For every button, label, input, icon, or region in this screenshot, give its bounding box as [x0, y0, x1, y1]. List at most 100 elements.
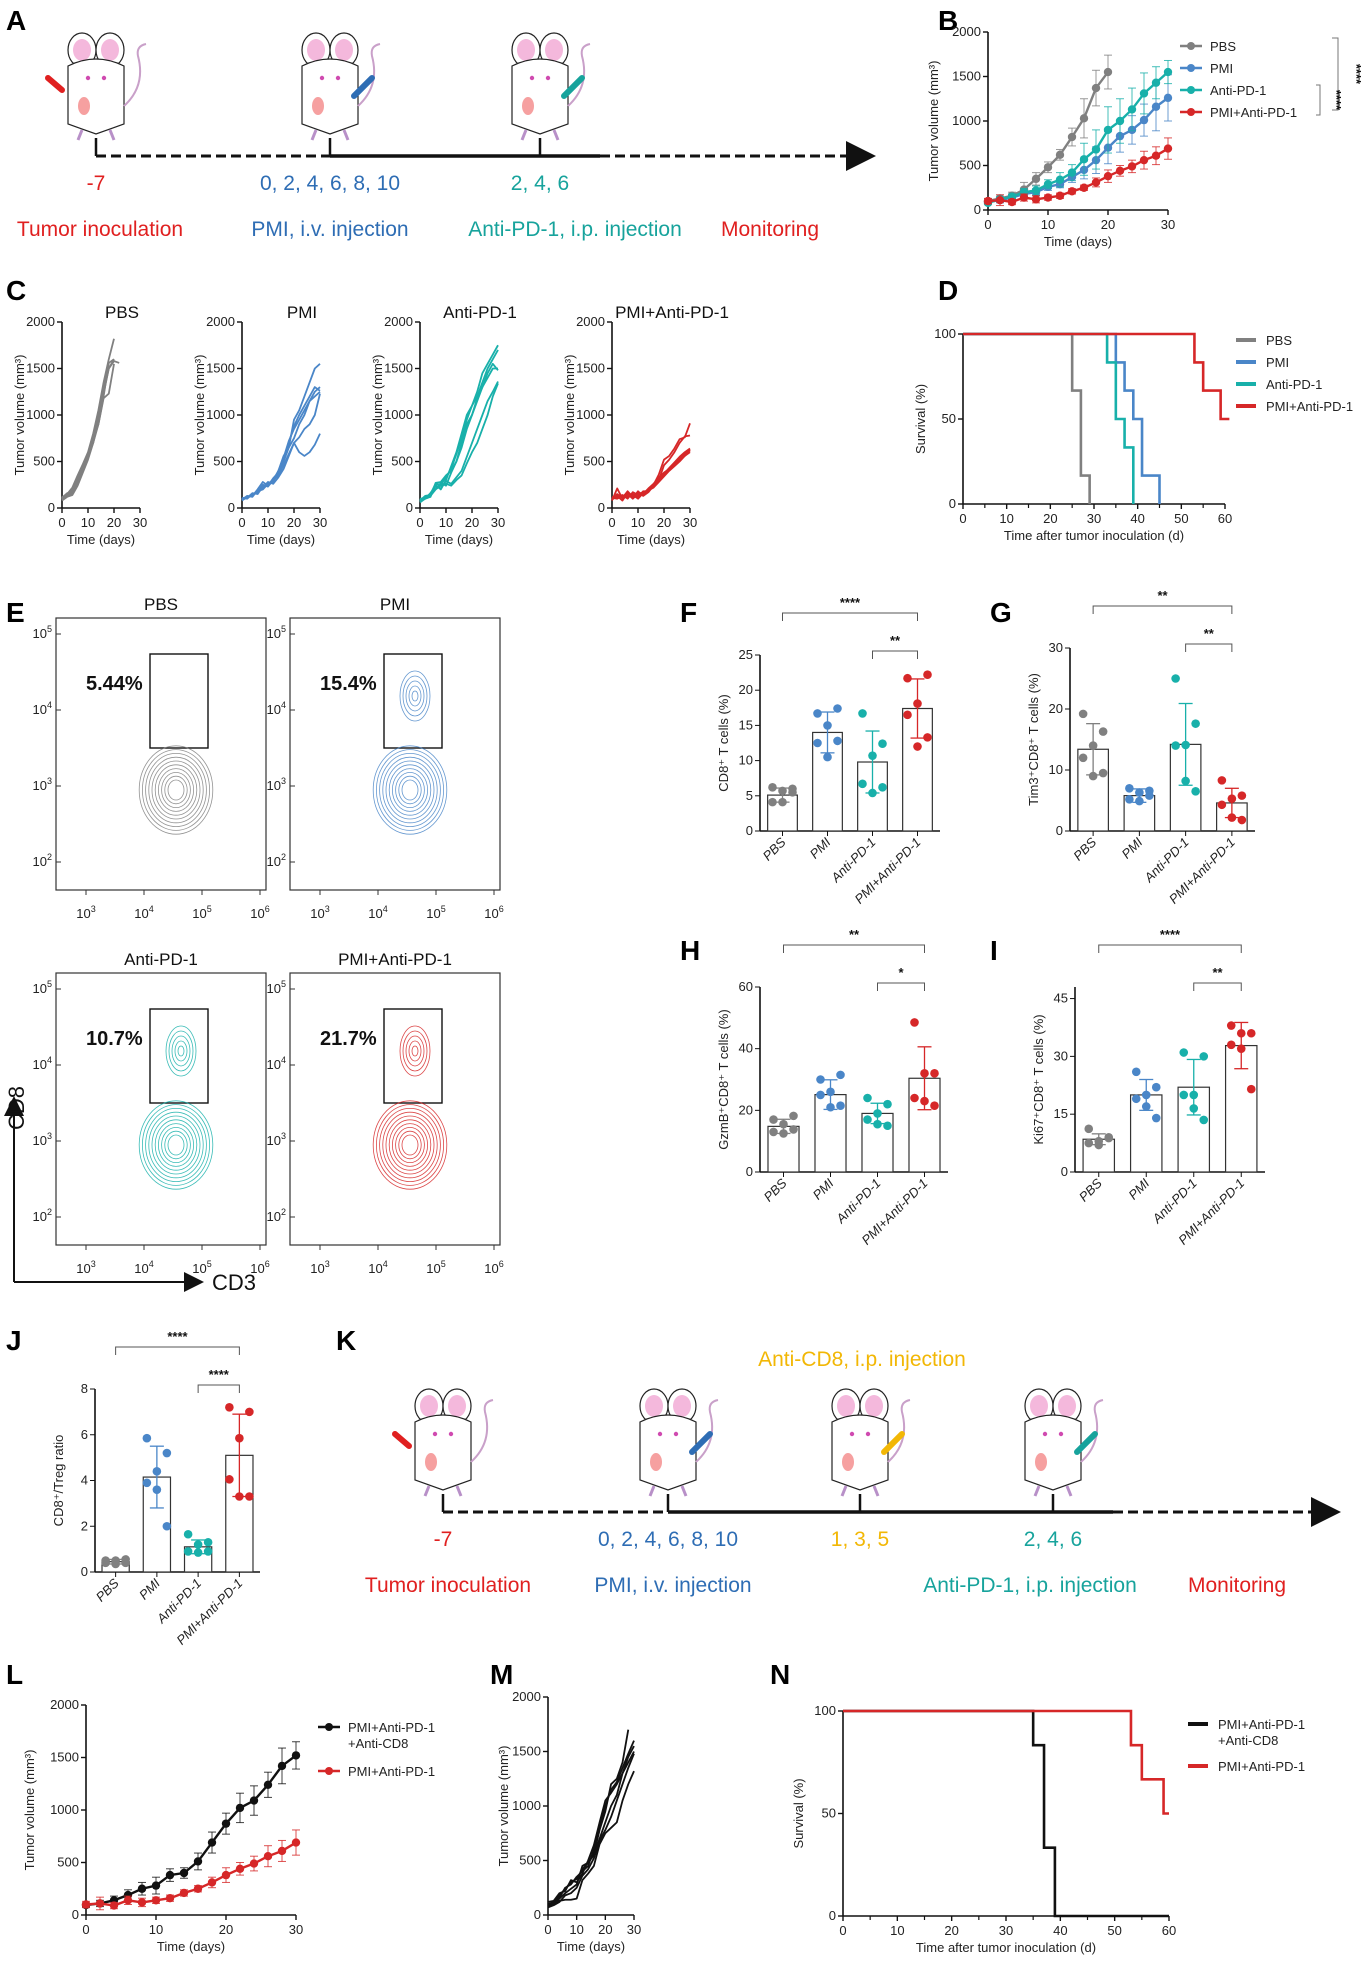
data-point: [1067, 168, 1077, 177]
data-point: [245, 1407, 254, 1417]
y-tick-label: 1000: [26, 407, 55, 422]
day-label: -7: [87, 172, 106, 195]
y-tick-label: 2000: [512, 1689, 541, 1704]
panel-b-tumor-growth: 0 500 1000 1500 2000 0 10 20 30 Time (days) Tumor …: [926, 24, 1364, 249]
x-tick-label: 10: [81, 515, 95, 530]
y-tick-label: 1500: [952, 69, 981, 84]
y-axis-title: CD8⁺ T cells (%): [716, 694, 731, 791]
y-axis-title: CD8⁺/Treg ratio: [51, 1435, 66, 1527]
data-point: [816, 1075, 825, 1084]
legend-label: +Anti-CD8: [348, 1736, 408, 1751]
data-point: [903, 710, 912, 720]
data-point: [1055, 191, 1065, 200]
data-point: [1055, 175, 1065, 184]
data-point: [1163, 144, 1173, 153]
data-point: [1141, 1090, 1151, 1100]
data-point: [1217, 776, 1227, 785]
y-tick-label: 45: [1054, 991, 1068, 1006]
mouse-feet: [648, 1485, 688, 1497]
mouse-icon: [301, 32, 381, 141]
data-point: [1115, 166, 1125, 176]
panel-label-m: M: [490, 1659, 513, 1690]
mouse-ear-inner: [865, 1395, 883, 1417]
x-tick-label: 10: [149, 1922, 163, 1937]
y-axis-title: Tim3⁺CD8⁺ T cells (%): [1026, 673, 1041, 806]
mouse-icon: [511, 32, 591, 141]
data-point: [249, 1796, 259, 1805]
panel-l-tumor-growth: 0 500 1000 1500 2000 0 10 20 30 Time (days) Tumor …: [22, 1697, 435, 1954]
significance-stars: ****: [840, 595, 861, 610]
subplot-title: PBS: [144, 595, 178, 614]
data-point: [221, 1819, 231, 1828]
data-point: [1139, 155, 1149, 165]
significance-stars: ****: [1349, 64, 1364, 85]
mouse-ear-inner: [307, 39, 325, 61]
x-tick-label: 10: [439, 515, 453, 530]
series-line: [419, 367, 498, 504]
x-tick-label: 60: [1162, 1923, 1176, 1938]
gated-contour: [408, 685, 422, 707]
subplot-title: Anti-PD-1: [443, 303, 517, 322]
data-point: [137, 1884, 147, 1893]
y-tick-label: 1500: [50, 1750, 79, 1765]
series-line: [611, 448, 691, 500]
data-point: [1098, 727, 1108, 736]
survival-curve: [963, 332, 1161, 504]
day-label: 1, 3, 5: [831, 1528, 889, 1551]
data-point: [883, 1099, 892, 1109]
data-point: [137, 1898, 147, 1907]
data-point: [1163, 93, 1173, 103]
y-axis-title: Tumor volume (mm³): [496, 1746, 511, 1867]
tumor-spot: [78, 97, 90, 115]
contour: [164, 775, 188, 805]
panel-label-k: K: [336, 1325, 356, 1356]
data-point: [779, 1119, 788, 1129]
data-point: [162, 1448, 172, 1458]
mouse-eye: [319, 75, 325, 81]
survival-curve: [843, 1709, 1169, 1918]
y-tick-label: 102: [267, 1207, 286, 1224]
panel-label-j: J: [6, 1325, 22, 1356]
x-tick-label: 104: [368, 904, 387, 921]
data-point: [151, 1881, 161, 1890]
x-tick-label: 104: [134, 904, 153, 921]
x-tick-label: PBS: [1070, 834, 1099, 863]
significance-bracket: [782, 612, 918, 621]
y-tick-label: 50: [942, 411, 956, 426]
mouse-eye: [1042, 1431, 1048, 1437]
data-point: [1179, 1048, 1189, 1057]
mouse-ear-inner: [101, 39, 119, 61]
data-point: [878, 739, 887, 749]
data-point: [183, 1529, 193, 1539]
data-point: [983, 196, 993, 206]
x-tick-label: 10: [1041, 217, 1055, 232]
panel-label-e: E: [6, 597, 25, 628]
data-point: [873, 1109, 882, 1118]
mouse-tail: [1080, 1399, 1104, 1463]
significance-stars: ****: [1160, 927, 1181, 942]
x-tick-label: 0: [984, 217, 991, 232]
significance-stars: **: [1212, 965, 1223, 980]
contour: [385, 760, 435, 820]
y-tick-label: 40: [739, 1041, 753, 1056]
significance-bracket: [783, 944, 925, 953]
data-point: [778, 786, 787, 796]
x-axis-title: Time (days): [157, 1939, 225, 1954]
y-tick-label: 100: [814, 1703, 836, 1718]
x-tick-label: 105: [192, 1259, 211, 1276]
y-tick-label: 103: [33, 776, 52, 793]
data-point: [826, 1087, 835, 1097]
x-tick-label: 104: [368, 1259, 387, 1276]
contour: [138, 745, 214, 835]
mouse-body: [301, 58, 359, 135]
gated-contour: [408, 1040, 422, 1062]
mouse-eye: [849, 1431, 855, 1437]
x-tick-label: 30: [133, 515, 147, 530]
y-axis-title: Survival (%): [913, 384, 928, 454]
flow-axes: CD8 CD3: [3, 1086, 256, 1295]
x-tick-label: 20: [598, 1922, 612, 1937]
step-label: Tumor inoculation: [365, 1574, 531, 1597]
y-tick-label: 0: [598, 500, 605, 515]
data-point: [779, 1129, 788, 1138]
